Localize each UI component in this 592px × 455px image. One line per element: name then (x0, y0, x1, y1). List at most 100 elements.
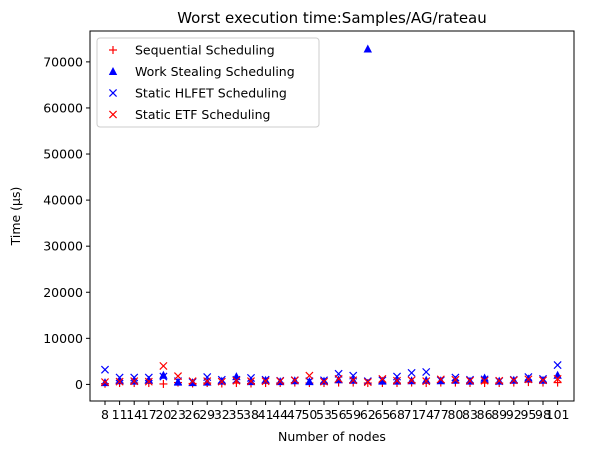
x-tick-label: 86 (477, 407, 493, 422)
data-point (261, 377, 270, 386)
data-point (465, 376, 475, 385)
data-point (451, 375, 460, 384)
x-tick-label: 62 (360, 407, 376, 422)
data-point (524, 375, 533, 384)
y-tick-label: 20000 (43, 285, 83, 300)
series-4 (100, 361, 562, 387)
legend-entry-label: Sequential Scheduling (135, 43, 275, 58)
data-point (100, 378, 110, 387)
data-point (246, 373, 256, 382)
x-tick-label: 53 (316, 407, 332, 422)
x-tick-label: 8 (101, 407, 109, 422)
data-point (363, 377, 372, 386)
data-point (378, 376, 387, 385)
data-point (553, 361, 562, 370)
x-tick-label: 35 (228, 407, 244, 422)
data-point (232, 375, 241, 384)
y-tick-label: 10000 (43, 331, 83, 346)
data-point (553, 378, 562, 387)
data-point (436, 375, 445, 384)
data-point (246, 377, 256, 386)
y-tick-label: 0 (75, 377, 83, 392)
data-point (407, 368, 416, 377)
x-tick-label: 101 (546, 407, 570, 422)
x-axis-label: Number of nodes (278, 429, 386, 444)
data-marks (100, 44, 562, 388)
data-point (349, 376, 358, 385)
data-point (495, 376, 504, 385)
data-point (480, 376, 489, 385)
data-point (363, 378, 372, 387)
x-tick-label: 11 (112, 407, 128, 422)
data-point (188, 377, 197, 386)
x-tick-label: 38 (243, 407, 259, 422)
x-tick-label: 59 (345, 407, 361, 422)
data-point (392, 376, 402, 385)
x-tick-label: 29 (199, 407, 215, 422)
legend-marker (109, 46, 117, 54)
x-tick-label: 44 (272, 407, 288, 422)
x-tick-label: 26 (185, 407, 201, 422)
data-point (276, 377, 285, 386)
chart-title: Worst execution time:Samples/AG/rateau (177, 9, 487, 27)
data-point (334, 374, 343, 383)
data-point (451, 373, 460, 382)
legend: Sequential Scheduling Work Stealing Sched… (96, 37, 320, 128)
plot-frame (89, 30, 575, 402)
legend-entry-label: Work Stealing Scheduling (135, 64, 295, 79)
data-point (130, 377, 139, 386)
series-3 (100, 361, 562, 387)
legend-marker (108, 110, 118, 119)
data-point (144, 377, 153, 386)
data-point (319, 376, 329, 385)
x-axis-ticks: 8 111417202326293235384144475053565962656… (101, 401, 570, 422)
data-point (100, 365, 110, 374)
y-tick-label: 70000 (43, 54, 83, 69)
y-axis-ticks: 0 10000 20000 30000 40000 50000 60000 70000 (43, 54, 90, 392)
data-point (378, 374, 387, 383)
data-point (217, 377, 226, 386)
data-point (480, 375, 489, 384)
legend-entry-label: Static ETF Scheduling (135, 107, 271, 122)
data-point (217, 375, 226, 384)
data-point (524, 373, 533, 382)
data-point (159, 379, 168, 388)
data-point (436, 376, 445, 385)
legend-marker (108, 67, 118, 75)
data-point (422, 377, 431, 386)
data-point (407, 376, 416, 385)
data-point (159, 370, 168, 379)
data-point (261, 375, 270, 384)
y-tick-label: 30000 (43, 239, 83, 254)
data-point (188, 378, 197, 387)
x-tick-label: 77 (433, 407, 449, 422)
data-point (115, 376, 124, 385)
data-point (465, 375, 475, 384)
y-tick-label: 60000 (43, 100, 83, 115)
data-point (130, 373, 139, 382)
x-tick-label: 89 (491, 407, 507, 422)
x-tick-label: 20 (155, 407, 171, 422)
x-tick-label: 17 (141, 407, 157, 422)
data-point (319, 377, 329, 386)
x-tick-label: 98 (535, 407, 551, 422)
x-tick-label: 80 (447, 407, 463, 422)
x-tick-label: 23 (170, 407, 186, 422)
y-axis-label: Time (µs) (8, 187, 23, 247)
y-tick-label: 40000 (43, 193, 83, 208)
x-tick-label: 47 (287, 407, 303, 422)
x-tick-label: 50 (301, 407, 317, 422)
x-tick-label: 56 (331, 407, 347, 422)
data-point (159, 361, 168, 371)
data-point (422, 367, 431, 376)
legend-marker (108, 88, 118, 98)
x-tick-label: 32 (214, 407, 230, 422)
data-point (159, 372, 168, 381)
y-tick-label: 50000 (43, 147, 83, 162)
data-point (538, 376, 548, 385)
x-tick-label: 92 (506, 407, 522, 422)
x-tick-label: 41 (258, 407, 274, 422)
data-point (524, 374, 533, 383)
x-tick-label: 14 (126, 407, 142, 422)
